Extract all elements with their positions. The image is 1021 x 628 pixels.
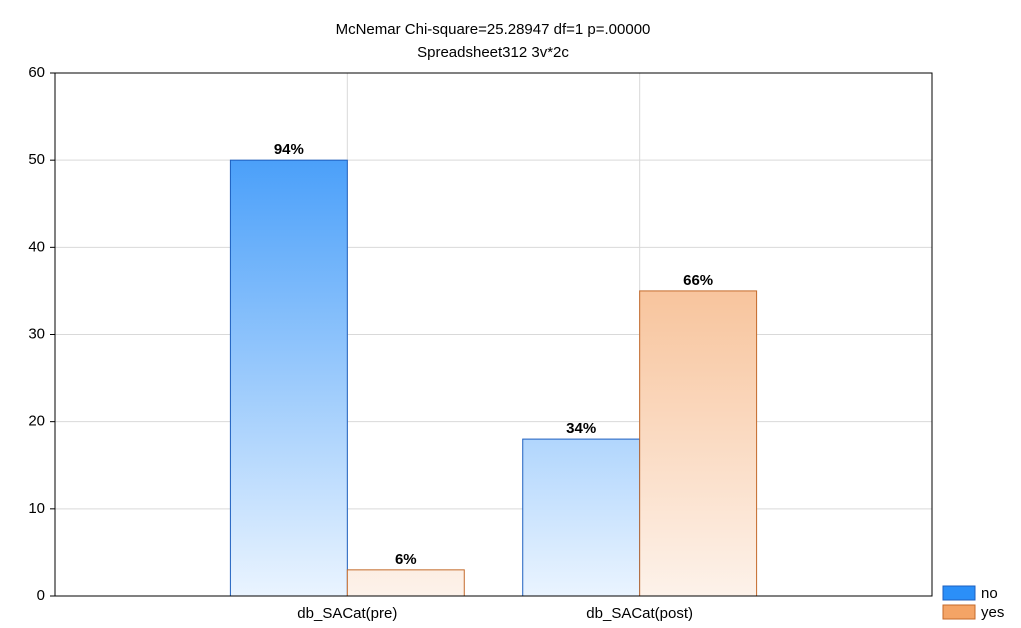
bar [229, 159, 348, 597]
y-tick-label: 60 [28, 64, 45, 81]
y-tick-label: 50 [28, 151, 45, 168]
x-tick-label: db_SACat(post) [586, 605, 693, 622]
y-tick-label: 20 [28, 413, 45, 430]
y-tick-label: 10 [28, 500, 45, 517]
chart-subtitle: Spreadsheet312 3v*2c [417, 44, 569, 61]
x-tick-label: db_SACat(pre) [297, 605, 397, 622]
legend-swatch [942, 585, 976, 601]
data-label: 94% [274, 141, 304, 158]
legend-label: no [981, 585, 998, 602]
bar [346, 569, 465, 597]
data-label: 6% [395, 551, 417, 568]
y-tick-label: 0 [37, 587, 45, 604]
legend-label: yes [981, 604, 1004, 621]
plot-border [54, 72, 933, 597]
data-label: 34% [566, 420, 596, 437]
y-tick-label: 30 [28, 325, 45, 342]
chart-title: McNemar Chi-square=25.28947 df=1 p=.0000… [336, 21, 651, 38]
bar [639, 290, 758, 597]
y-tick-label: 40 [28, 238, 45, 255]
data-label: 66% [683, 272, 713, 289]
legend-swatch [942, 604, 976, 620]
bar [522, 438, 641, 597]
